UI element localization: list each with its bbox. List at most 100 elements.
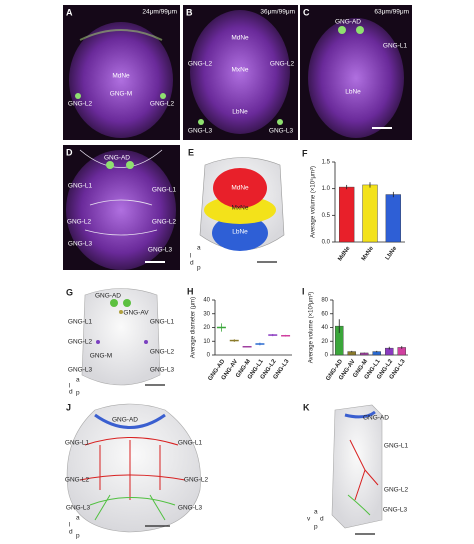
bar [385,194,402,243]
x-tick-label: LbNe [385,245,399,261]
label: GNG-L1 [383,43,408,50]
y-tick-label: 60 [321,311,328,317]
y-axis-label: Average volume (×10³μm³) [309,292,315,364]
label: GNG-L1 [150,319,175,326]
label: GNG-L2 [188,61,213,68]
panel-c: C 63μm/99μm GNG-AD GNG-L1 LbNe [300,5,412,140]
compass: d [69,389,73,396]
compass: l [190,253,192,260]
bar [362,184,378,243]
y-tick-label: 10 [203,339,210,345]
label: GNG-L1 [65,440,90,447]
depth: 63μm/99μm [374,9,409,16]
panel-letter: E [188,147,194,157]
label: GNG-L2 [65,477,90,484]
panel-letter: H [187,286,194,296]
panel-d: D GNG-AD GNG-L1 GNG-L1 GNG-L2 GNG-L2 GNG… [63,145,180,270]
label: GNG-M [90,353,112,360]
label: GNG-L2 [150,349,175,356]
compass: p [314,524,318,531]
panel-letter: B [186,7,193,17]
y-tick-label: 80 [321,298,328,304]
label: GNG-L2 [184,477,209,484]
y-tick-label: 0.5 [322,213,331,219]
label: GNG-L2 [68,101,93,108]
label: GNG-AV [123,310,149,317]
label: GNG-L3 [68,241,93,248]
panel-letter: I [302,286,305,296]
compass: a [76,515,80,522]
panel-letter: C [303,7,310,17]
label: GNG-L1 [384,443,409,450]
label: GNG-L3 [68,367,93,374]
compass: d [190,260,194,267]
y-tick-label: 20 [203,325,210,331]
panel-letter: G [66,287,73,297]
y-tick-label: 1.0 [322,186,331,192]
label: GNG-L2 [270,61,295,68]
label: GNG-L2 [152,219,177,226]
compass: a [197,245,201,252]
panel-letter: K [303,402,310,412]
panel-letter: A [66,7,73,17]
label: GNG-L3 [150,367,175,374]
compass: l [69,522,71,529]
label: GNG-AD [104,155,130,162]
compass: a [76,377,80,384]
label: GNG-L3 [269,128,294,135]
label: GNG-L3 [383,507,408,514]
y-tick-label: 40 [203,298,210,304]
x-tick-label: MdNe [337,245,352,262]
label: MxNe [232,67,249,74]
compass: p [197,265,201,272]
y-tick-label: 0 [325,353,329,359]
label: LbNe [232,229,248,236]
label: LbNe [232,109,248,116]
label: GNG-L3 [178,505,203,512]
y-tick-label: 0.0 [322,240,331,246]
compass: p [76,390,80,397]
label: GNG-AD [95,293,121,300]
y-tick-label: 40 [321,325,328,331]
bar [339,186,355,243]
compass: p [76,533,80,540]
label: GNG-AD [363,415,389,422]
y-axis-label: Average diameter (μm) [191,297,197,358]
label: GNG-L2 [67,219,92,226]
depth: 36μm/99μm [260,9,295,16]
panel-letter: J [66,402,71,412]
panel-g: G GNG-AD GNG-AV GNG-L1 GNG-L1 GNG-L2 GNG… [66,287,174,396]
y-tick-label: 20 [321,339,328,345]
compass: d [320,516,324,523]
compass: l [69,383,71,390]
label: GNG-L2 [384,487,409,494]
panel-e: E MdNe MxNe LbNe a l d p [188,147,285,272]
y-tick-label: 30 [203,311,210,317]
y-tick-label: 0 [207,353,211,359]
label: MdNe [231,35,249,42]
label: GNG-M [110,91,132,98]
label: GNG-L3 [66,505,91,512]
label: GNG-L1 [68,319,93,326]
label: GNG-L1 [178,440,203,447]
label: MdNe [231,185,249,192]
depth: 24μm/99μm [142,9,177,16]
label: GNG-L3 [188,128,213,135]
panel-j: J GNG-AD GNG-L1 GNG-L1 GNG-L2 GNG-L2 GNG… [65,402,209,539]
label: GNG-L2 [68,339,93,346]
label: GNG-L2 [150,101,175,108]
compass: v [307,516,311,523]
label: GNG-L1 [152,187,177,194]
compass: a [314,509,318,516]
y-axis-label: Average volume (×10⁵μm³) [310,166,317,238]
panel-letter: D [66,147,73,157]
panel-letter: F [302,148,308,158]
panel-k: K GNG-AD GNG-L1 GNG-L2 GNG-L3 a v d p [303,402,409,535]
label: MxNe [232,205,249,212]
label: GNG-AD [335,19,361,26]
x-tick-label: MxNe [361,245,375,262]
y-tick-label: 1.5 [322,160,331,166]
label: GNG-L1 [68,183,93,190]
label: GNG-AD [112,417,138,424]
